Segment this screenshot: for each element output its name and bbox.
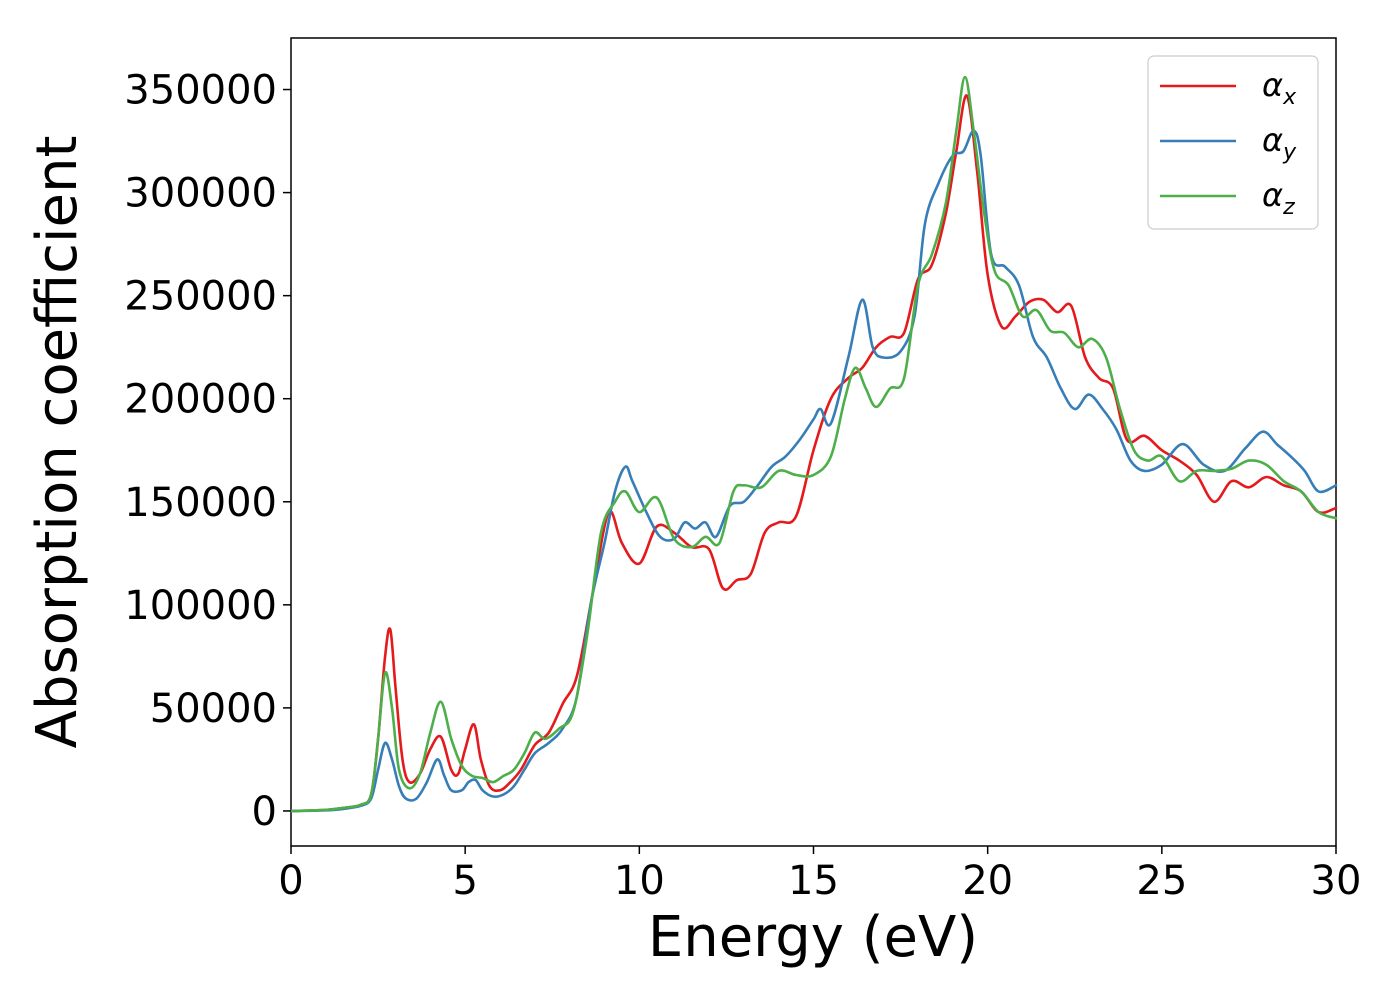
x-tick-label: 5 xyxy=(452,858,477,904)
x-tick-label: 20 xyxy=(962,858,1013,904)
legend-label-subscript: z xyxy=(1282,195,1295,220)
legend-label-subscript: x xyxy=(1282,85,1297,110)
legend-label-symbol: α xyxy=(1262,176,1283,214)
y-tick-label: 250000 xyxy=(124,274,277,320)
series-layer xyxy=(289,75,1338,813)
y-tick-label: 350000 xyxy=(124,68,277,114)
series-line-y xyxy=(289,129,1338,813)
legend-box xyxy=(1147,55,1319,230)
x-tick-label: 15 xyxy=(788,858,839,904)
y-axis-title: Absorption coefficient xyxy=(25,136,90,749)
y-tick-label: 100000 xyxy=(124,583,277,629)
legend-label-x: αx xyxy=(1262,66,1297,110)
x-tick-label: 0 xyxy=(278,858,303,904)
y-tick-label: 150000 xyxy=(124,480,277,526)
x-axis-title: Energy (eV) xyxy=(648,905,978,970)
legend-label-y: αy xyxy=(1262,121,1297,165)
x-axis-ticks: 0 5 10 15 20 25 30 xyxy=(278,846,1361,904)
x-tick-label: 10 xyxy=(614,858,665,904)
y-tick-label: 50000 xyxy=(150,686,277,732)
y-tick-label: 0 xyxy=(252,789,277,835)
y-tick-label: 200000 xyxy=(124,377,277,423)
series-line-z xyxy=(289,75,1338,813)
y-tick-label: 300000 xyxy=(124,171,277,217)
x-tick-label: 25 xyxy=(1136,858,1187,904)
x-tick-label: 30 xyxy=(1311,858,1362,904)
legend-label-subscript: y xyxy=(1282,140,1297,165)
legend-label-symbol: α xyxy=(1262,121,1283,159)
legend-label-z: αz xyxy=(1262,176,1295,220)
series-line-x xyxy=(289,94,1338,813)
legend-label-symbol: α xyxy=(1262,66,1283,104)
y-axis-ticks: 0 50000 100000 150000 200000 250000 300000 3500… xyxy=(124,68,291,835)
